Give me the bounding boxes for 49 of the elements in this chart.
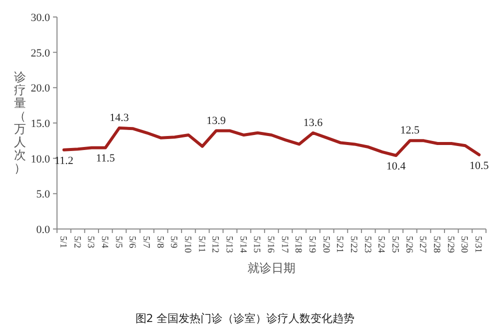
x-tick-label: 5/30 (458, 236, 469, 254)
x-tick-label: 5/6 (126, 236, 137, 248)
x-tick-label: 5/1 (57, 236, 68, 248)
caption: 图2 全国发热门诊（诊室）诊疗人数变化趋势 (135, 312, 355, 325)
x-tick-label: 5/13 (223, 236, 234, 254)
x-tick-label: 5/25 (390, 236, 400, 254)
x-tick-label: 5/24 (376, 236, 386, 254)
data-label: 12.5 (400, 124, 420, 137)
x-tick-label: 5/29 (444, 236, 455, 254)
y-tick-label: 0.0 (36, 224, 50, 236)
x-tick-label: 5/14 (237, 236, 248, 254)
x-tick-label: 5/22 (348, 236, 358, 254)
x-tick-label: 5/15 (251, 236, 262, 254)
x-tick-label: 5/3 (85, 236, 96, 248)
data-label: 11.2 (54, 154, 74, 167)
x-tick-label: 5/2 (71, 236, 82, 248)
x-axis-title: 就诊日期 (248, 261, 296, 275)
x-tick-label: 5/16 (265, 236, 275, 254)
x-tick-label: 5/7 (140, 236, 150, 248)
x-tick-label: 5/8 (154, 236, 164, 248)
x-tick-label: 5/19 (306, 236, 317, 254)
y-axis-title: 诊疗量（万人次） (14, 70, 26, 175)
y-tick-label: 20.0 (30, 82, 50, 95)
data-label: 14.3 (110, 112, 130, 124)
data-label: 13.9 (206, 114, 226, 127)
x-tick-label: 5/21 (334, 236, 344, 254)
y-tick-label: 5.0 (36, 188, 50, 201)
y-tick-label: 15.0 (30, 118, 50, 130)
x-tick-label: 5/17 (278, 236, 289, 254)
data-label: 10.5 (469, 160, 490, 172)
data-label: 10.4 (386, 160, 406, 173)
y-tick-label: 10.0 (30, 153, 50, 166)
data-label: 13.6 (303, 116, 324, 129)
x-tick-label: 5/31 (472, 236, 483, 254)
x-tick-label: 5/10 (182, 236, 192, 254)
x-tick-label: 5/5 (112, 236, 123, 248)
x-tick-label: 5/20 (320, 236, 330, 254)
x-tick-label: 5/27 (417, 236, 428, 254)
x-tick-label: 5/26 (403, 236, 414, 254)
data-label: 11.5 (96, 152, 116, 165)
x-tick-label: 5/11 (196, 236, 206, 253)
x-tick-label: 5/12 (210, 236, 220, 254)
x-tick-label: 5/28 (431, 236, 442, 254)
x-tick-label: 5/4 (98, 236, 109, 248)
x-tick-label: 5/18 (292, 236, 303, 254)
y-tick-label: 30.0 (30, 12, 50, 24)
x-tick-label: 5/23 (362, 236, 372, 254)
y-tick-label: 25.0 (30, 47, 50, 60)
x-tick-label: 5/9 (168, 236, 178, 248)
